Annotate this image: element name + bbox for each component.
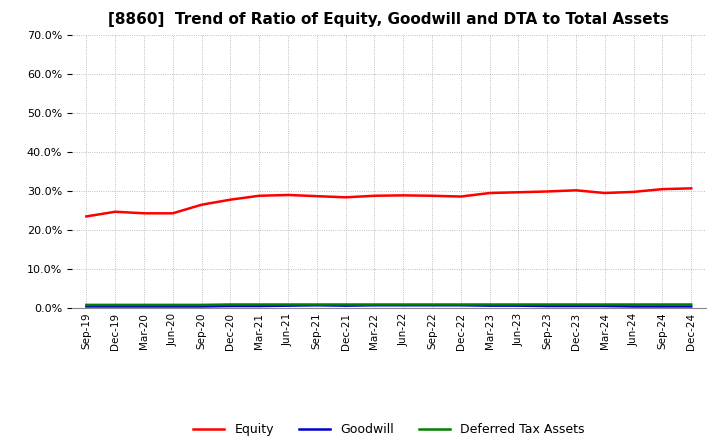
Goodwill <box>572 304 580 309</box>
Deferred Tax Assets <box>687 302 696 307</box>
Goodwill <box>399 303 408 308</box>
Equity <box>629 189 638 194</box>
Goodwill <box>629 304 638 309</box>
Goodwill <box>687 304 696 309</box>
Deferred Tax Assets <box>572 302 580 307</box>
Equity <box>255 193 264 198</box>
Deferred Tax Assets <box>629 302 638 307</box>
Goodwill <box>600 304 609 309</box>
Deferred Tax Assets <box>399 302 408 307</box>
Goodwill <box>255 304 264 309</box>
Deferred Tax Assets <box>111 302 120 308</box>
Goodwill <box>341 303 350 308</box>
Goodwill <box>140 304 148 309</box>
Deferred Tax Assets <box>168 302 177 308</box>
Deferred Tax Assets <box>341 302 350 307</box>
Goodwill <box>312 303 321 308</box>
Deferred Tax Assets <box>140 302 148 308</box>
Line: Equity: Equity <box>86 188 691 216</box>
Goodwill <box>197 304 206 309</box>
Deferred Tax Assets <box>485 302 494 307</box>
Deferred Tax Assets <box>312 302 321 307</box>
Goodwill <box>82 304 91 309</box>
Goodwill <box>485 303 494 308</box>
Deferred Tax Assets <box>370 302 379 307</box>
Goodwill <box>284 303 292 308</box>
Equity <box>600 191 609 196</box>
Title: [8860]  Trend of Ratio of Equity, Goodwill and DTA to Total Assets: [8860] Trend of Ratio of Equity, Goodwil… <box>108 12 670 27</box>
Equity <box>140 211 148 216</box>
Equity <box>399 193 408 198</box>
Deferred Tax Assets <box>197 302 206 308</box>
Equity <box>284 192 292 198</box>
Equity <box>456 194 465 199</box>
Equity <box>485 191 494 196</box>
Goodwill <box>658 304 667 309</box>
Equity <box>514 190 523 195</box>
Equity <box>687 186 696 191</box>
Equity <box>658 187 667 192</box>
Deferred Tax Assets <box>543 302 552 307</box>
Goodwill <box>428 303 436 308</box>
Deferred Tax Assets <box>226 302 235 307</box>
Deferred Tax Assets <box>600 302 609 307</box>
Equity <box>341 194 350 200</box>
Goodwill <box>456 303 465 308</box>
Equity <box>428 193 436 198</box>
Equity <box>572 188 580 193</box>
Goodwill <box>543 304 552 309</box>
Equity <box>168 211 177 216</box>
Equity <box>370 193 379 198</box>
Goodwill <box>514 303 523 308</box>
Equity <box>312 194 321 199</box>
Legend: Equity, Goodwill, Deferred Tax Assets: Equity, Goodwill, Deferred Tax Assets <box>188 418 590 440</box>
Equity <box>543 189 552 194</box>
Equity <box>111 209 120 214</box>
Line: Goodwill: Goodwill <box>86 305 691 306</box>
Deferred Tax Assets <box>284 302 292 307</box>
Deferred Tax Assets <box>658 302 667 307</box>
Equity <box>226 197 235 202</box>
Goodwill <box>168 304 177 309</box>
Equity <box>197 202 206 207</box>
Goodwill <box>111 304 120 309</box>
Deferred Tax Assets <box>456 302 465 307</box>
Deferred Tax Assets <box>255 302 264 307</box>
Goodwill <box>370 303 379 308</box>
Deferred Tax Assets <box>514 302 523 307</box>
Equity <box>82 214 91 219</box>
Deferred Tax Assets <box>82 302 91 308</box>
Goodwill <box>226 304 235 309</box>
Deferred Tax Assets <box>428 302 436 307</box>
